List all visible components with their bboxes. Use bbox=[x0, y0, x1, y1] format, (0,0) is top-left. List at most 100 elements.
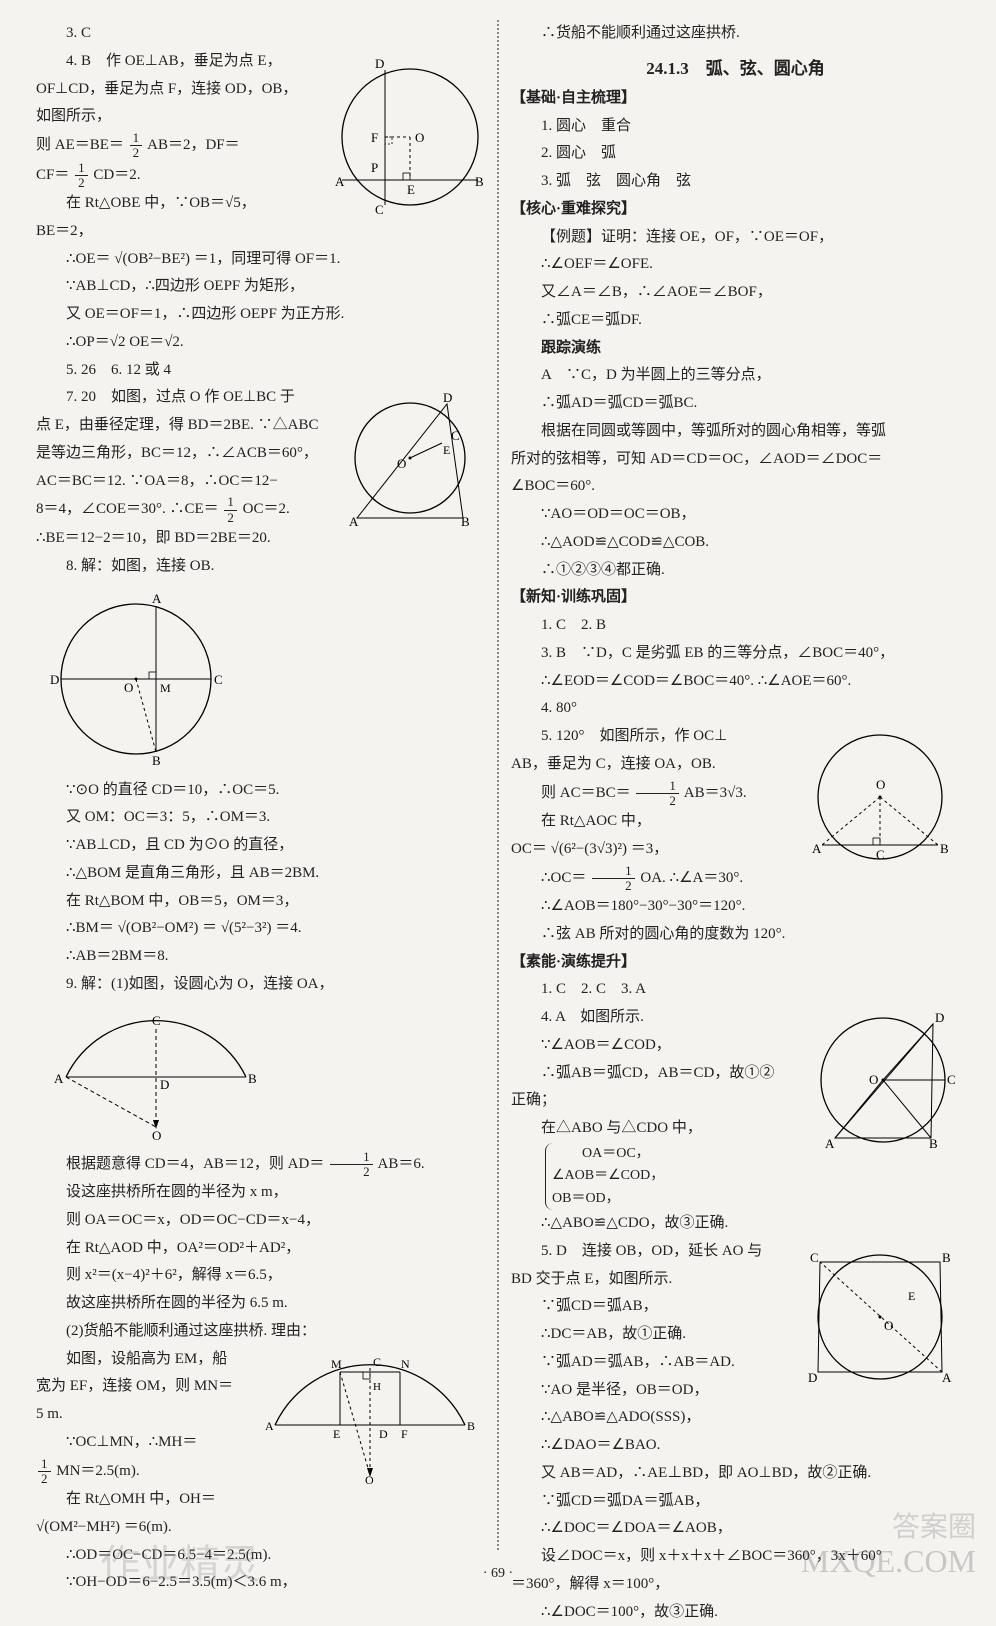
s3-11: ∴∠AOB＝180°−30°−30°＝120°. bbox=[511, 893, 960, 921]
svg-text:B: B bbox=[248, 1071, 257, 1086]
s2-7: ∴弧AD＝弧CD＝弧BC. bbox=[511, 390, 960, 418]
s4-1: 1. C 2. C 3. A bbox=[511, 976, 960, 1004]
s2-2: ∴∠OEF＝∠OFE. bbox=[511, 251, 960, 279]
q8-1: 8. 解：如图，连接 OB. bbox=[36, 553, 485, 581]
figure-3: A B C D M O bbox=[36, 589, 485, 769]
q7-2: 点 E，由垂径定理，得 BD＝2BE. ∵△ABC bbox=[36, 412, 485, 440]
s2-9: 所对的弦相等，可知 AD＝CD＝OC，∠AOD＝∠DOC＝ bbox=[511, 446, 960, 474]
s4-2: 4. A 如图所示. bbox=[511, 1004, 960, 1032]
page-container: 3. C A B C D E F O P 4. B 作 OE⊥AB，垂足为点 bbox=[0, 0, 996, 1560]
s2-1: 【例题】证明：连接 OE，OF，∵OE＝OF， bbox=[511, 224, 960, 252]
q9-2: 根据题意得 CD＝4，AB＝12，则 AD＝ 12 AB＝6. bbox=[36, 1150, 485, 1180]
q4-9: ∵AB⊥CD，∴四边形 OEPF 为矩形， bbox=[36, 273, 485, 301]
q4-6: 在 Rt△OBE 中，∵OB＝√5， bbox=[36, 190, 485, 218]
s2-4: ∴弧CE＝弧DF. bbox=[511, 307, 960, 335]
s2-6: A ∵C，D 为半圆上的三等分点， bbox=[511, 362, 960, 390]
q9-8: (2)货船不能顺利通过这座拱桥. 理由： bbox=[36, 1318, 485, 1346]
frac-icon: 12 bbox=[38, 1457, 51, 1487]
s4-6: 在△ABO 与△CDO 中， bbox=[511, 1115, 960, 1143]
s2-10: ∠BOC＝60°. bbox=[511, 473, 960, 501]
watermark-right-1: 答案圈 bbox=[892, 1505, 976, 1545]
s3-8: 在 Rt△AOC 中， bbox=[511, 808, 960, 836]
frac-icon: 12 bbox=[636, 779, 679, 809]
t: CF＝ bbox=[36, 167, 69, 183]
s4-14: ∴△ABO≌△ADO(SSS)， bbox=[511, 1404, 960, 1432]
s2-12: ∴△AOD≌△COD≌△COB. bbox=[511, 529, 960, 557]
section-title: 24.1.3 弧、弦、圆心角 bbox=[511, 54, 960, 79]
svg-text:D: D bbox=[160, 1077, 169, 1092]
q4-8: ∴OE＝ √(OB²−BE²) ＝1，同理可得 OF＝1. bbox=[36, 246, 485, 274]
svg-text:B: B bbox=[152, 753, 161, 768]
figure-4: A B C D O bbox=[36, 1007, 485, 1142]
s3-1: 1. C 2. B bbox=[511, 612, 960, 640]
svg-text:M: M bbox=[160, 681, 171, 695]
q4-7: BE＝2， bbox=[36, 218, 485, 246]
q9-10: 宽为 EF，连接 OM，则 MN＝ bbox=[36, 1373, 485, 1401]
s4-9: BD 交于点 E，如图所示. bbox=[511, 1266, 960, 1294]
s4-15: ∴∠DAO＝∠BAO. bbox=[511, 1432, 960, 1460]
s2-11: ∵AO＝OD＝OC＝OB， bbox=[511, 501, 960, 529]
t: OB＝OD， bbox=[552, 1191, 620, 1206]
frac-icon: 12 bbox=[330, 1150, 373, 1180]
frac-icon: 12 bbox=[224, 495, 237, 525]
right-column: ∴货船不能顺利通过这座拱桥. 24.1.3 弧、弦、圆心角 【基础·自主梳理】 … bbox=[503, 20, 968, 1550]
q9-13: 12 MN＝2.5(m). bbox=[36, 1457, 485, 1487]
q8-4: ∵AB⊥CD，且 CD 为⊙O 的直径， bbox=[36, 832, 485, 860]
frac-icon: 12 bbox=[75, 161, 88, 191]
q4-11: ∴OP＝√2 OE＝√2. bbox=[36, 329, 485, 357]
q7-1: 7. 20 如图，过点 O 作 OE⊥BC 于 bbox=[36, 384, 485, 412]
t: OA＝OC， bbox=[582, 1146, 650, 1161]
svg-text:O: O bbox=[152, 1128, 161, 1142]
s4-16: 又 AB＝AD，∴AE⊥BD，即 AO⊥BD，故②正确. bbox=[511, 1460, 960, 1488]
s1-2: 2. 圆心 弧 bbox=[511, 140, 960, 168]
q9-12: ∵OC⊥MN，∴MH＝ bbox=[36, 1429, 485, 1457]
q7-3: 是等边三角形，BC＝12，∴∠ACB＝60°， bbox=[36, 440, 485, 468]
svg-text:C: C bbox=[214, 672, 223, 687]
s4-5: 正确； bbox=[511, 1087, 960, 1115]
s4-brace: OA＝OC， ∠AOB＝∠COD， OB＝OD， bbox=[511, 1143, 960, 1210]
s4-11: ∴DC＝AB，故①正确. bbox=[511, 1321, 960, 1349]
s1-1: 1. 圆心 重合 bbox=[511, 113, 960, 141]
s3-6: AB，垂足为 C，连接 OA，OB. bbox=[511, 751, 960, 779]
q8-3: 又 OM：OC＝3：5，∴OM＝3. bbox=[36, 804, 485, 832]
q4-1: 4. B 作 OE⊥AB，垂足为点 E， bbox=[36, 48, 485, 76]
s4-10: ∵弧CD＝弧AB， bbox=[511, 1293, 960, 1321]
t: AB＝2，DF＝ bbox=[147, 137, 240, 153]
svg-text:C: C bbox=[152, 1013, 161, 1028]
s3-5: 5. 120° 如图所示，作 OC⊥ bbox=[511, 723, 960, 751]
q9-6: 则 x²＝(x−4)²＋6²，解得 x＝6.5， bbox=[36, 1262, 485, 1290]
t: ∠AOB＝∠COD， bbox=[552, 1168, 664, 1183]
s2-head: 【核心·重难探究】 bbox=[511, 196, 960, 224]
q8-2: ∵⊙O 的直径 CD＝10，∴OC＝5. bbox=[36, 777, 485, 805]
q9-7: 故这座拱桥所在圆的半径为 6.5 m. bbox=[36, 1290, 485, 1318]
q9-9: 如图，设船高为 EM，船 bbox=[36, 1346, 485, 1374]
t: 8＝4，∠COE＝30°. ∴CE＝ bbox=[36, 502, 219, 518]
s4-8: 5. D 连接 OB，OD，延长 AO 与 bbox=[511, 1238, 960, 1266]
s2-8: 根据在同圆或等圆中，等弧所对的圆心角相等，等弧 bbox=[511, 418, 960, 446]
q8-8: ∴AB＝2BM＝8. bbox=[36, 943, 485, 971]
s4-21: ∴∠DOC＝100°，故③正确. bbox=[511, 1599, 960, 1626]
q9-1: 9. 解：(1)如图，设圆心为 O，连接 OA， bbox=[36, 971, 485, 999]
left-column: 3. C A B C D E F O P 4. B 作 OE⊥AB，垂足为点 bbox=[28, 20, 493, 1550]
s4-7: ∴△ABO≌△CDO，故③正确. bbox=[511, 1210, 960, 1238]
s4-4: ∴弧AB＝弧CD，AB＝CD，故①② bbox=[511, 1060, 960, 1088]
s3-9: OC＝ √(6²−(3√3)²) ＝3， bbox=[511, 836, 960, 864]
t: CD＝2. bbox=[93, 167, 140, 183]
s1-3: 3. 弧 弦 圆心角 弦 bbox=[511, 168, 960, 196]
svg-text:A: A bbox=[152, 591, 162, 606]
q8-7: ∴BM＝ √(OB²−OM²) ＝ √(5²−3²) ＝4. bbox=[36, 915, 485, 943]
s4-head: 【素能·演练提升】 bbox=[511, 949, 960, 977]
s4-3: ∵∠AOB＝∠COD， bbox=[511, 1032, 960, 1060]
column-divider bbox=[497, 20, 499, 1550]
s3-7: 则 AC＝BC＝ 12 AB＝3√3. bbox=[511, 779, 960, 809]
frac-icon: 12 bbox=[592, 864, 635, 894]
q9-5: 在 Rt△AOD 中，OA²＝OD²＋AD²， bbox=[36, 1235, 485, 1263]
q4-5: CF＝ 12 CD＝2. bbox=[36, 161, 485, 191]
frac-icon: 12 bbox=[130, 131, 143, 161]
s3-head: 【新知·训练巩固】 bbox=[511, 584, 960, 612]
t: AB＝6. bbox=[378, 1156, 425, 1172]
t: 则 AE＝BE＝ bbox=[36, 137, 124, 153]
s3-3: ∴∠EOD＝∠COD＝∠BOC＝40°. ∴∠AOE＝60°. bbox=[511, 668, 960, 696]
r0: ∴货船不能顺利通过这座拱桥. bbox=[511, 20, 960, 48]
brace-icon: OA＝OC， ∠AOB＝∠COD， OB＝OD， bbox=[545, 1143, 664, 1210]
